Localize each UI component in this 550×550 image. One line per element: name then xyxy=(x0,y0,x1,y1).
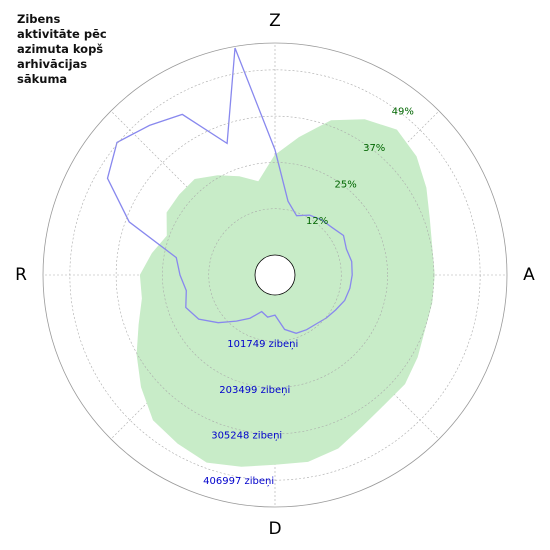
direction-label: Z xyxy=(269,11,281,31)
spoke xyxy=(288,288,440,440)
r2-tick-label: 49% xyxy=(392,106,414,117)
center-hole xyxy=(254,254,296,296)
r-tick-label: 203499 zibeņi xyxy=(219,385,290,396)
grid-circle xyxy=(69,69,481,481)
grid-circle xyxy=(115,115,435,435)
count-area xyxy=(136,119,435,467)
r2-tick-label: 12% xyxy=(306,216,328,227)
spoke xyxy=(110,110,262,262)
r-tick-label: 406997 zibeņi xyxy=(203,476,274,487)
direction-label: A xyxy=(523,265,535,285)
r-tick-label: 305248 zibeņi xyxy=(211,430,282,441)
grid-circle xyxy=(208,208,342,342)
direction-label: D xyxy=(268,519,281,539)
r-tick-label: 101749 zibeņi xyxy=(227,339,298,350)
outer-circle xyxy=(42,42,508,508)
percent-line xyxy=(106,47,353,334)
r2-tick-label: 37% xyxy=(363,143,385,154)
direction-label: R xyxy=(15,265,27,285)
grid-circle xyxy=(162,162,388,388)
r2-tick-label: 25% xyxy=(335,180,357,191)
chart-title: Zibens aktivitāte pēc azimuta kopš arhiv… xyxy=(17,12,107,86)
